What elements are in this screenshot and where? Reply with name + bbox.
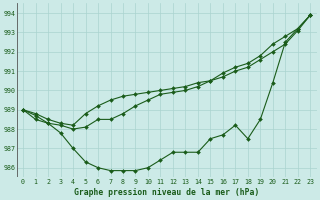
X-axis label: Graphe pression niveau de la mer (hPa): Graphe pression niveau de la mer (hPa) [74,188,259,197]
